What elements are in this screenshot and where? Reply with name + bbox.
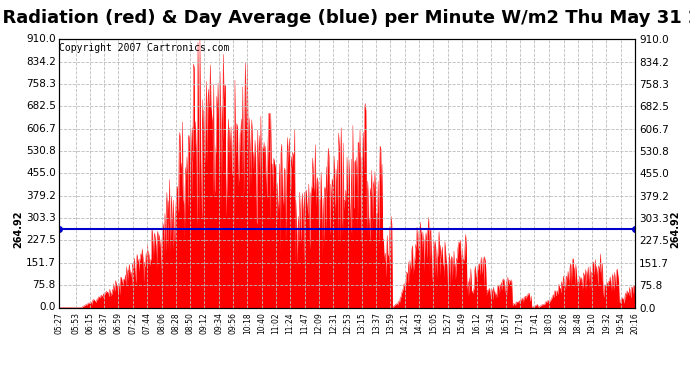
- Text: Copyright 2007 Cartronics.com: Copyright 2007 Cartronics.com: [59, 44, 230, 53]
- Text: 758.3: 758.3: [26, 79, 56, 89]
- Text: 834.2: 834.2: [26, 57, 56, 67]
- Text: 75.8: 75.8: [32, 280, 56, 290]
- Text: 303.3: 303.3: [26, 213, 56, 223]
- Text: 682.5: 682.5: [26, 101, 56, 111]
- Text: 151.7: 151.7: [26, 258, 56, 268]
- Text: 227.5: 227.5: [26, 236, 56, 246]
- Text: 264.92: 264.92: [670, 211, 680, 248]
- Text: 455.0: 455.0: [26, 168, 56, 178]
- Text: 379.2: 379.2: [26, 191, 56, 201]
- Text: Solar Radiation (red) & Day Average (blue) per Minute W/m2 Thu May 31 20:22: Solar Radiation (red) & Day Average (blu…: [0, 9, 690, 27]
- Text: 264.92: 264.92: [13, 211, 23, 248]
- Text: 910.0: 910.0: [26, 34, 56, 44]
- Text: 530.8: 530.8: [26, 146, 56, 156]
- Text: 0.0: 0.0: [39, 303, 56, 312]
- Text: 606.7: 606.7: [26, 124, 56, 134]
